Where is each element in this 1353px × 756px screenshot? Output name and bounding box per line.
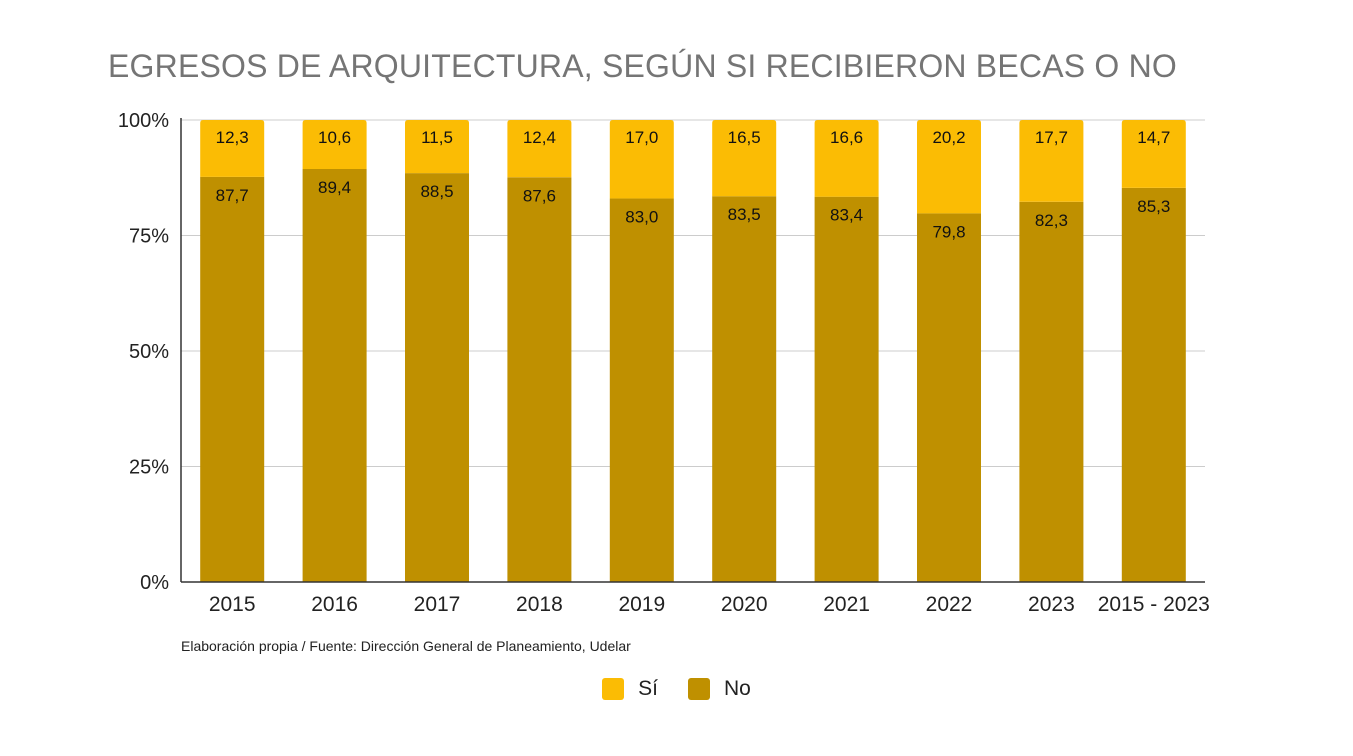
bar-no-2023[interactable] <box>1019 201 1084 583</box>
x-tick-label: 2022 <box>926 593 973 616</box>
data-label-no: 87,7 <box>216 186 249 205</box>
legend-label-no: No <box>723 677 751 700</box>
bar-si-2016[interactable] <box>302 120 367 169</box>
data-label-no: 79,8 <box>932 222 965 241</box>
bar-si-2020[interactable] <box>712 120 777 197</box>
x-tick-label: 2020 <box>721 593 768 616</box>
bar-no-2017[interactable] <box>405 173 469 582</box>
bars <box>200 120 1186 583</box>
legend-item-no[interactable]: No <box>687 677 751 701</box>
data-label-no: 83,0 <box>625 208 658 227</box>
legend: Sí No <box>0 677 1353 701</box>
x-tick-label: 2018 <box>516 593 563 616</box>
legend-swatch-si <box>602 678 625 700</box>
data-label-si: 12,3 <box>216 128 249 147</box>
bar-si-2022[interactable] <box>917 120 981 214</box>
data-label-si: 16,6 <box>830 128 863 147</box>
bar-no-2021[interactable] <box>814 196 879 582</box>
data-label-no: 87,6 <box>523 186 556 205</box>
data-label-si: 20,2 <box>932 128 965 147</box>
bar-si-2015 - 2023[interactable] <box>1121 120 1186 188</box>
data-label-no: 89,4 <box>318 178 351 197</box>
bar-no-2015 - 2023[interactable] <box>1121 187 1186 582</box>
x-tick-label: 2021 <box>823 593 870 616</box>
data-label-no: 82,3 <box>1035 211 1068 230</box>
bar-si-2018[interactable] <box>507 120 572 178</box>
stacked-bar-chart: 0% 25% 50% 75% 100% 2015 2016 2017 2018 2019 2020 2… <box>118 110 1210 616</box>
legend-item-si[interactable]: Sí <box>602 677 658 701</box>
bar-si-2015[interactable] <box>200 120 265 177</box>
bar-si-2021[interactable] <box>814 120 879 197</box>
chart-title: EGRESOS DE ARQUITECTURA, SEGÚN SI RECIBI… <box>108 48 1177 84</box>
x-tick-label: 2023 <box>1028 593 1075 616</box>
data-label-si: 17,7 <box>1035 128 1068 147</box>
bar-si-2017[interactable] <box>405 120 469 174</box>
data-label-no: 83,5 <box>728 205 761 224</box>
data-label-si: 11,5 <box>421 128 453 147</box>
data-labels: 12,3 87,7 10,6 89,4 11,5 88,5 12,4 87,6 17,0 83,0… <box>216 128 1171 241</box>
bar-no-2018[interactable] <box>507 177 572 582</box>
data-label-si: 12,4 <box>523 128 556 147</box>
x-tick-label: 2017 <box>414 593 461 616</box>
y-tick-label: 75% <box>129 226 169 248</box>
data-label-si: 10,6 <box>318 128 351 147</box>
data-label-no: 83,4 <box>830 206 863 225</box>
bar-si-2019[interactable] <box>609 120 674 199</box>
y-tick-label: 100% <box>118 110 169 132</box>
axes: 0% 25% 50% 75% 100% 2015 2016 2017 2018 2019 2020 2… <box>118 110 1210 616</box>
data-label-no: 88,5 <box>420 182 453 201</box>
bar-no-2022[interactable] <box>917 213 981 582</box>
bar-no-2016[interactable] <box>302 168 367 583</box>
bar-no-2020[interactable] <box>712 196 777 583</box>
x-tick-label: 2015 <box>209 593 256 616</box>
y-tick-label: 50% <box>129 341 169 363</box>
data-label-si: 14,7 <box>1137 128 1170 147</box>
data-label-no: 85,3 <box>1137 197 1170 216</box>
y-tick-label: 25% <box>129 457 169 479</box>
legend-swatch-no <box>687 678 710 700</box>
source-note: Elaboración propia / Fuente: Dirección G… <box>181 638 631 654</box>
bar-no-2015[interactable] <box>200 176 265 583</box>
y-tick-label: 0% <box>140 572 169 594</box>
data-label-si: 17,0 <box>625 128 658 147</box>
bar-si-2023[interactable] <box>1019 120 1084 202</box>
bar-no-2019[interactable] <box>609 198 674 583</box>
x-tick-label: 2016 <box>311 593 358 616</box>
legend-label-si: Sí <box>638 677 658 700</box>
data-label-si: 16,5 <box>728 128 761 147</box>
x-tick-label: 2015 - 2023 <box>1098 593 1210 616</box>
x-tick-label: 2019 <box>618 593 665 616</box>
